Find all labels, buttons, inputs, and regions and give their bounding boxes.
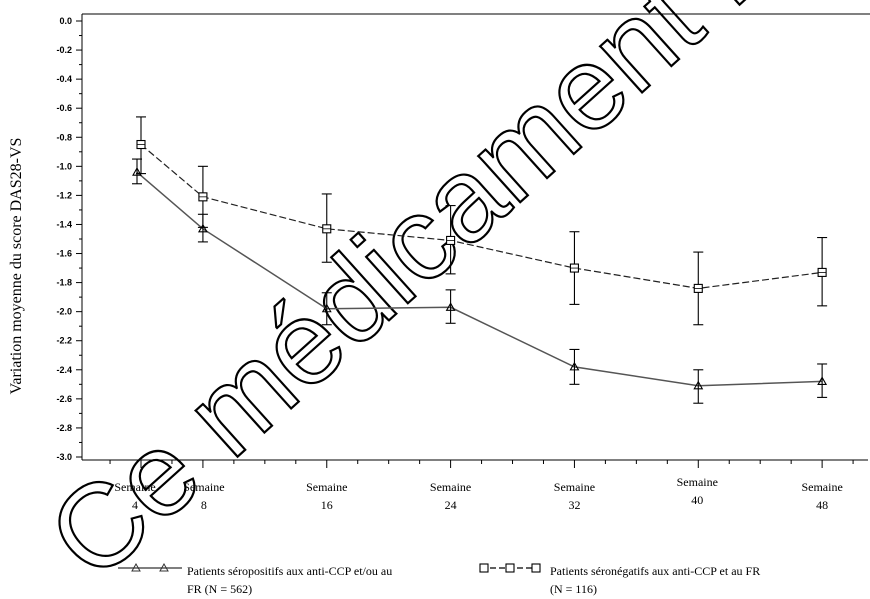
series [132, 116, 828, 404]
legend-square-marker [505, 563, 515, 573]
data-point [569, 361, 580, 371]
y-axis-title: Variation moyenne du score DAS28-VS [8, 138, 25, 395]
data-point [445, 302, 456, 311]
data-point [817, 376, 828, 385]
x-tick-label: Semaine [677, 475, 718, 489]
legend-triangle-marker [159, 562, 169, 572]
x-tick-label: Semaine [114, 480, 155, 494]
legend: Patients séropositifs aux anti-CCP et/ou… [118, 562, 760, 596]
y-tick-label: -1.4 [56, 219, 72, 229]
x-tick-label: 24 [445, 498, 457, 512]
series-seronegative [136, 116, 828, 326]
data-point [321, 303, 332, 313]
y-ticks: 0.0 -0.2 -0.4 -0.6 -0.8 -1.0 -1.2 -1.4 -1.6 -1.8 -… [56, 16, 82, 462]
data-point [693, 380, 704, 390]
legend-square-marker [479, 563, 489, 573]
x-tick-label: 8 [201, 498, 207, 512]
data-point [132, 167, 142, 176]
x-tick-label: Semaine [554, 480, 595, 494]
legend-item-seronegative: Patients séronégatifs aux anti-CCP et au… [479, 563, 760, 596]
data-point [197, 223, 208, 233]
y-tick-label: -2.4 [56, 365, 72, 375]
x-tick-label: 48 [816, 498, 828, 512]
y-tick-label: -0.2 [56, 45, 72, 55]
legend-triangle-marker [131, 562, 141, 572]
legend-label-seronegative-line1: Patients séronégatifs aux anti-CCP et au… [550, 564, 760, 578]
y-tick-label: -0.6 [56, 103, 72, 113]
legend-square-marker [531, 563, 541, 573]
x-tick-label: 40 [691, 493, 703, 507]
legend-label-seronegative-line2: (N = 116) [550, 582, 597, 596]
legend-item-seropositive: Patients séropositifs aux anti-CCP et/ou… [118, 562, 392, 596]
x-tick-label: Semaine [801, 480, 842, 494]
x-ticks: Semaine 4 Semaine 8 Semaine 16 Semaine 24 Semain… [109, 460, 854, 512]
y-tick-label: -0.8 [56, 132, 72, 142]
y-tick-label: -1.8 [56, 278, 72, 288]
x-tick-label: 16 [321, 498, 333, 512]
x-tick-label: 32 [568, 498, 580, 512]
series-seropositive [132, 158, 828, 404]
y-tick-label: 0.0 [59, 16, 72, 26]
x-tick-label: 4 [132, 498, 138, 512]
y-tick-label: -2.8 [56, 423, 72, 433]
y-tick-label: -1.2 [56, 190, 72, 200]
x-tick-label: Semaine [430, 480, 471, 494]
y-tick-label: -2.2 [56, 336, 72, 346]
y-tick-label: -3.0 [56, 452, 72, 462]
y-tick-label: -2.6 [56, 394, 72, 404]
legend-label-seropositive-line1: Patients séropositifs aux anti-CCP et/ou… [187, 564, 392, 578]
x-tick-label: Semaine [306, 480, 347, 494]
y-tick-label: -2.0 [56, 307, 72, 317]
y-tick-label: -1.6 [56, 249, 72, 259]
legend-label-seropositive-line2: FR (N = 562) [187, 582, 252, 596]
y-tick-label: -0.4 [56, 74, 72, 84]
axes [81, 13, 870, 461]
y-tick-label: -1.0 [56, 161, 72, 171]
x-tick-label: Semaine [183, 480, 224, 494]
